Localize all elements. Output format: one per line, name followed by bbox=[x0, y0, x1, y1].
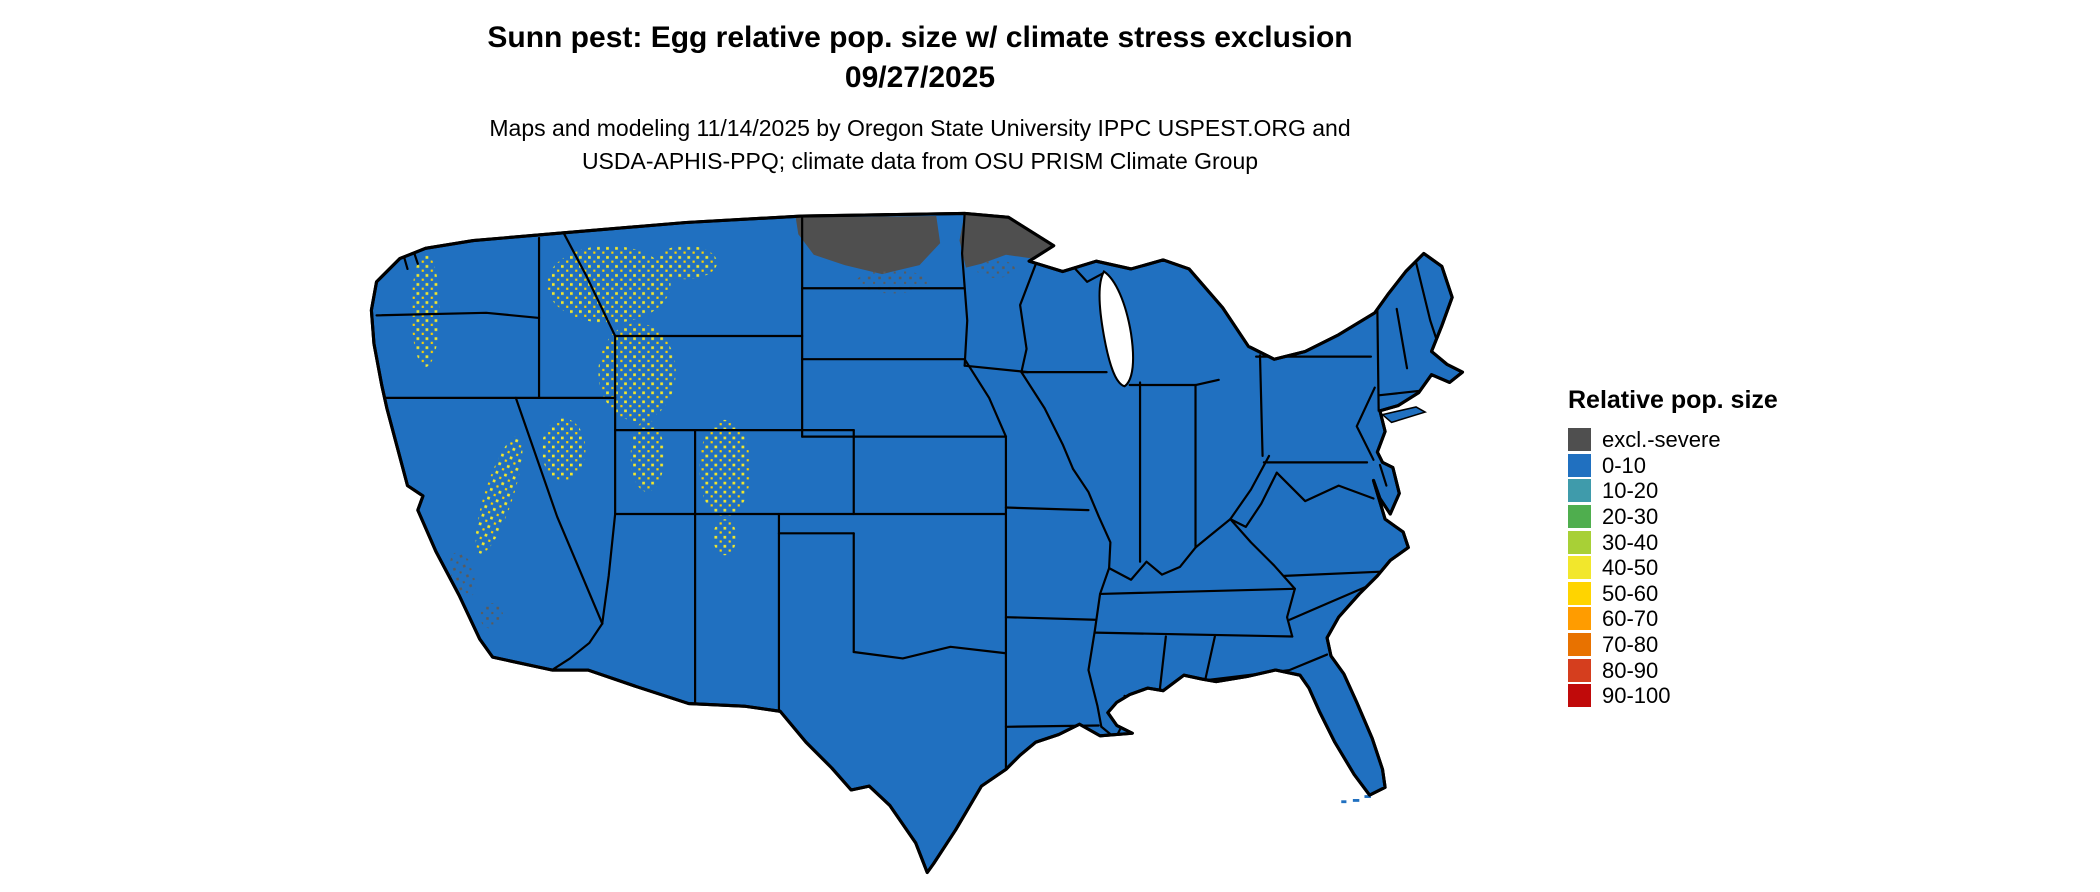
legend-item: 0-10 bbox=[1568, 453, 1778, 479]
legend-title: Relative pop. size bbox=[1568, 386, 1778, 414]
figure-date: 09/27/2025 bbox=[844, 61, 996, 94]
legend-item: 30-40 bbox=[1568, 529, 1778, 555]
legend-swatch bbox=[1568, 607, 1591, 631]
legend-item: 80-90 bbox=[1568, 657, 1778, 683]
legend-swatch bbox=[1568, 479, 1591, 503]
legend-item: 60-70 bbox=[1568, 606, 1778, 632]
legend-item: 90-100 bbox=[1568, 683, 1778, 709]
legend-swatch bbox=[1568, 505, 1591, 529]
legend-item: 50-60 bbox=[1568, 581, 1778, 607]
legend: Relative pop. size excl.-severe 0-10 10-… bbox=[1568, 386, 1778, 709]
figure-subtitle-line1: Maps and modeling 11/14/2025 by Oregon S… bbox=[489, 115, 1351, 141]
legend-label: 0-10 bbox=[1602, 452, 1647, 478]
legend-swatch bbox=[1568, 530, 1591, 554]
legend-item: 20-30 bbox=[1568, 504, 1778, 530]
figure-subtitle: Maps and modeling 11/14/2025 by Oregon S… bbox=[0, 112, 1840, 178]
legend-label: 60-70 bbox=[1602, 606, 1659, 632]
florida-keys bbox=[1341, 795, 1371, 804]
figure-title: Sunn pest: Egg relative pop. size w/ cli… bbox=[487, 21, 1353, 54]
legend-item: 40-50 bbox=[1568, 555, 1778, 581]
population-speckles bbox=[411, 245, 1066, 556]
legend-item: 70-80 bbox=[1568, 632, 1778, 658]
us-map bbox=[290, 198, 1540, 888]
legend-label: 20-30 bbox=[1602, 504, 1659, 530]
legend-label: 50-60 bbox=[1602, 580, 1659, 606]
legend-label: 90-100 bbox=[1602, 683, 1671, 709]
legend-swatch bbox=[1568, 684, 1591, 708]
legend-swatch bbox=[1568, 658, 1591, 682]
us-landmass bbox=[369, 211, 1465, 875]
legend-swatch bbox=[1568, 453, 1591, 477]
state-borders bbox=[375, 213, 1440, 771]
legend-label: excl.-severe bbox=[1602, 427, 1721, 453]
legend-item: excl.-severe bbox=[1568, 427, 1778, 453]
legend-label: 10-20 bbox=[1602, 478, 1659, 504]
long-island bbox=[1380, 406, 1428, 424]
legend-label: 80-90 bbox=[1602, 657, 1659, 683]
figure-header: Sunn pest: Egg relative pop. size w/ cli… bbox=[0, 18, 1840, 178]
figure-subtitle-line2: USDA-APHIS-PPQ; climate data from OSU PR… bbox=[581, 148, 1259, 174]
us-map-svg bbox=[369, 211, 1465, 875]
legend-label: 40-50 bbox=[1602, 555, 1659, 581]
legend-item: 10-20 bbox=[1568, 478, 1778, 504]
legend-label: 70-80 bbox=[1602, 632, 1659, 658]
legend-swatch bbox=[1568, 581, 1591, 605]
legend-swatch bbox=[1568, 428, 1591, 452]
lake-michigan bbox=[1098, 270, 1135, 388]
legend-swatch bbox=[1568, 556, 1591, 580]
legend-label: 30-40 bbox=[1602, 529, 1659, 555]
legend-swatch bbox=[1568, 633, 1591, 657]
